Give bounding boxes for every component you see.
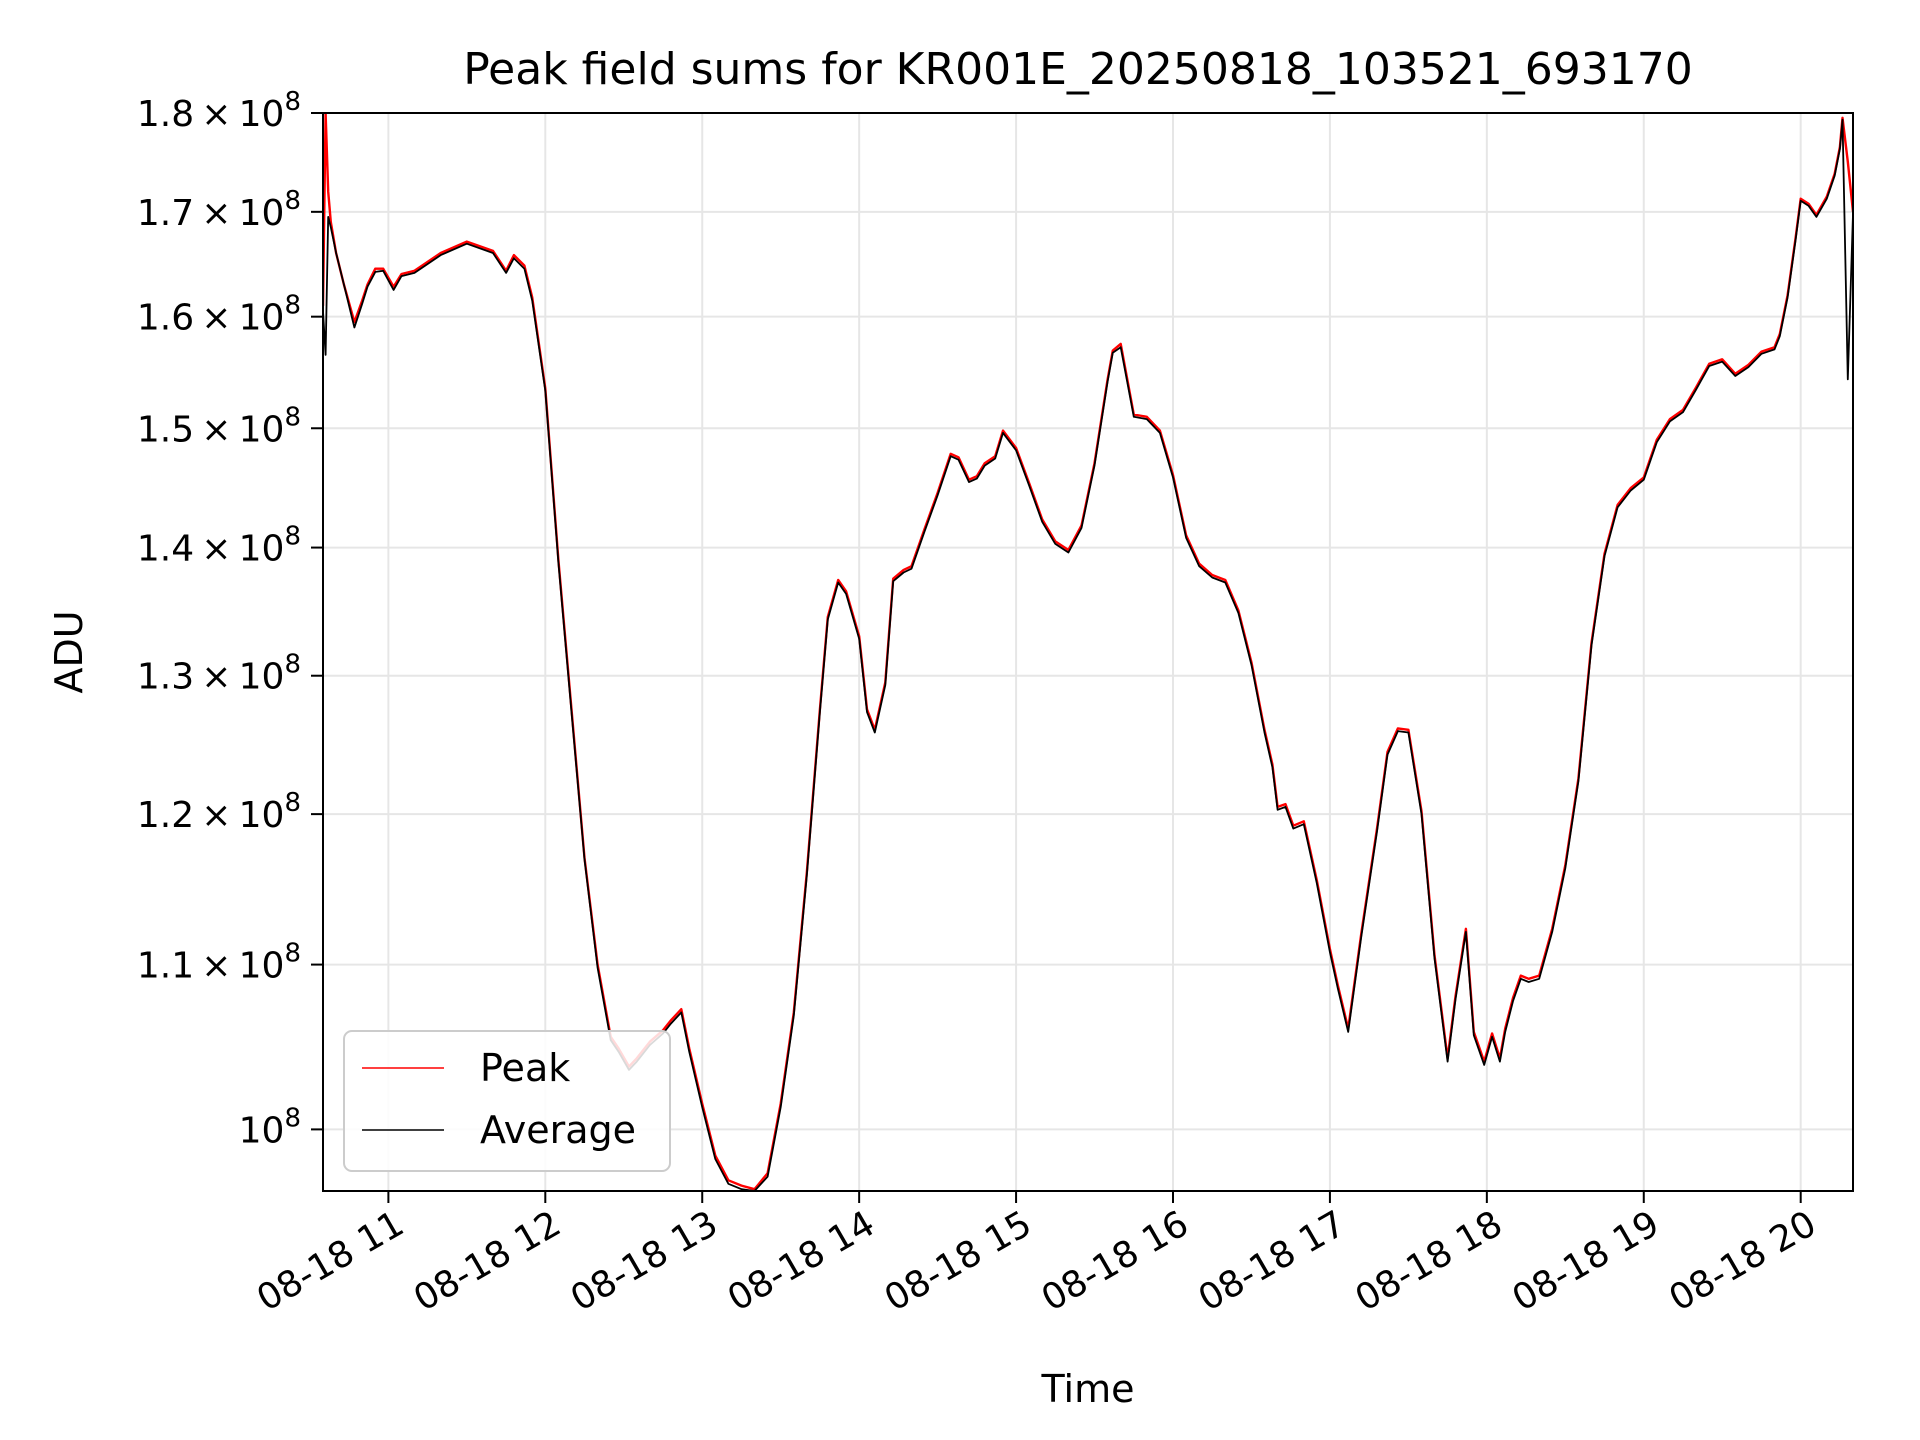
legend-average-label: Average	[480, 1108, 636, 1152]
y-tick-label: 1.4 × 108	[137, 522, 301, 570]
y-tick-label: 1.3 × 108	[137, 650, 301, 698]
legend: Peak Average	[343, 1030, 671, 1172]
y-tick-label: 1.7 × 108	[137, 186, 301, 234]
y-tick-label: 108	[239, 1103, 301, 1151]
series-lines	[323, 113, 1853, 1191]
y-tick-label: 1.5 × 108	[137, 402, 301, 450]
x-axis-label: Time	[1041, 1367, 1135, 1411]
chart-title: Peak field sums for KR001E_20250818_1035…	[463, 44, 1693, 95]
y-tick-label: 1.8 × 108	[137, 87, 301, 135]
average-series-line	[323, 118, 1853, 1191]
y-tick-label: 1.1 × 108	[137, 939, 301, 987]
legend-peak-label: Peak	[480, 1046, 570, 1090]
y-axis-ticks: 108 1.1 × 108 1.2 × 108 1.3 × 108 1.4 × 108 1…	[137, 87, 323, 1151]
y-tick-label: 1.6 × 108	[137, 291, 301, 339]
plot-frame	[322, 112, 1854, 1192]
legend-box	[343, 1030, 671, 1172]
y-axis-label: ADU	[47, 610, 91, 693]
y-tick-label: 1.2 × 108	[137, 788, 301, 836]
